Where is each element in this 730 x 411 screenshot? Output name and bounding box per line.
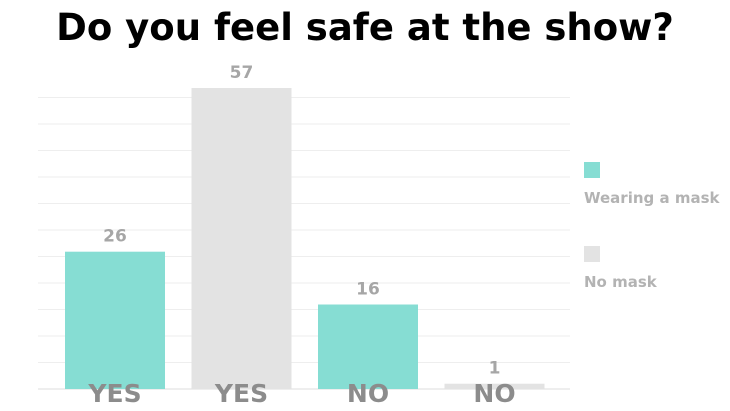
legend-swatch-no-mask xyxy=(584,246,600,262)
legend-item-wearing-mask: Wearing a mask xyxy=(584,162,719,207)
chart-title: Do you feel safe at the show? xyxy=(56,6,674,49)
value-label-1: 26 xyxy=(103,227,127,247)
bars xyxy=(65,88,545,389)
category-label-4: NO xyxy=(473,379,515,408)
bar-2 xyxy=(191,88,292,389)
value-label-4: 1 xyxy=(489,359,501,379)
category-labels: YES YES NO NO xyxy=(87,379,515,408)
category-label-2: YES xyxy=(214,379,268,408)
legend-swatch-wearing-mask xyxy=(584,162,600,178)
bar-1 xyxy=(65,251,165,389)
value-label-3: 16 xyxy=(356,280,380,300)
legend-label-no-mask: No mask xyxy=(584,273,657,291)
value-labels: 26 57 16 1 xyxy=(103,63,500,379)
legend-label-wearing-mask: Wearing a mask xyxy=(584,189,720,207)
bar-3 xyxy=(318,304,418,389)
category-label-1: YES xyxy=(87,379,141,408)
legend-item-no-mask: No mask xyxy=(584,246,657,291)
value-label-2: 57 xyxy=(230,63,254,83)
bar-4 xyxy=(444,383,545,389)
category-label-3: NO xyxy=(347,379,389,408)
